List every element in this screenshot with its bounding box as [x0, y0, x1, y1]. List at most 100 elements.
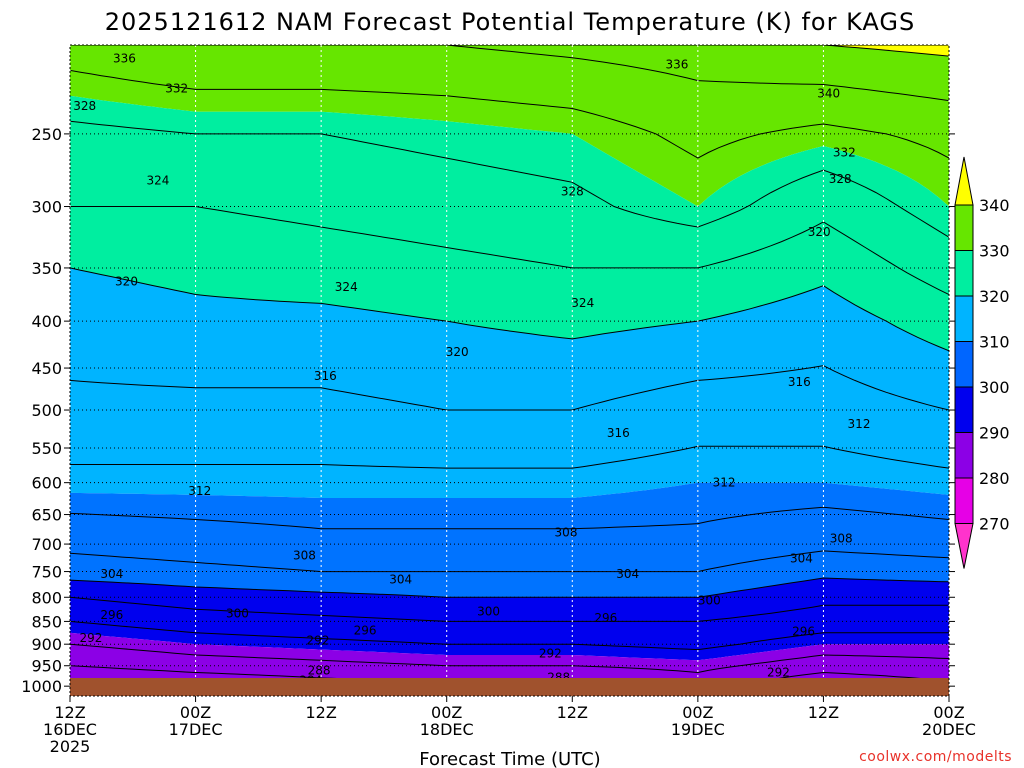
colorbar-swatch: [954, 477, 974, 524]
y-tick-label: 600: [31, 474, 62, 493]
contour-300: [70, 577, 949, 598]
contour-316: [70, 365, 949, 411]
contour-336: [70, 45, 949, 102]
contour-292: [70, 620, 949, 651]
contour-label: 336: [113, 52, 136, 66]
band-290: [70, 578, 949, 661]
y-tick-label: 350: [31, 259, 62, 278]
contour-label: 328: [829, 172, 852, 186]
y-tick-label: 450: [31, 359, 62, 378]
x-tick-label: 20DEC: [922, 720, 976, 739]
contour-label: 320: [115, 274, 138, 288]
band-320: [70, 95, 949, 351]
chart-title: 2025121612 NAM Forecast Potential Temper…: [105, 8, 916, 36]
x-tick-label: 00Z: [431, 703, 462, 722]
contour-288: [70, 643, 949, 674]
x-tick-label: 18DEC: [420, 720, 474, 739]
x-tick-label: 12Z: [54, 703, 85, 722]
contour-label: 300: [698, 594, 721, 608]
colorbar-swatch: [954, 250, 974, 297]
band-310: [70, 267, 949, 498]
contour-332: [70, 69, 949, 159]
plot-area: 336 332 328 324 320 324 328 324 320 316 316 312 312 3…: [70, 45, 949, 696]
contour-label: 316: [788, 375, 811, 389]
contour-308: [70, 506, 949, 530]
plot-frame: [69, 44, 950, 697]
contour-296: [70, 596, 949, 622]
x-tick-label: 2025: [50, 737, 91, 756]
colorbar-swatch: [954, 204, 974, 251]
y-tick-label: 250: [31, 125, 62, 144]
contour-label: 300: [226, 606, 249, 620]
colorbar-label: 270: [979, 515, 1010, 534]
contour-label: 292: [539, 646, 562, 660]
colorbar-label: 330: [979, 242, 1010, 261]
contour-label: 328: [73, 99, 96, 113]
colorbar-label: 290: [979, 424, 1010, 443]
y-tick-label: 400: [31, 312, 62, 331]
contour-label: 328: [561, 185, 584, 199]
contour-label: 324: [335, 280, 358, 294]
contour-label: 332: [165, 81, 188, 95]
contour-label: 308: [830, 531, 853, 545]
x-tick-label: 16DEC: [43, 720, 97, 739]
y-axis: 250 300 350 400 450 500 550 600 650 700 750 800 850 9…: [21, 125, 955, 696]
x-axis-label: Forecast Time (UTC): [419, 749, 600, 768]
contour-label: 312: [713, 476, 736, 490]
contour-label: 324: [571, 296, 594, 310]
band-340: [70, 45, 949, 57]
contour-label: 292: [307, 634, 330, 648]
contour-324: [70, 206, 949, 295]
contour-label: 336: [665, 57, 688, 71]
y-tick-label: 550: [31, 439, 62, 458]
contour-label: 292: [79, 631, 102, 645]
colorbar-label: 340: [979, 196, 1010, 215]
colorbar-swatch: [954, 341, 974, 388]
colorbar-swatch: [954, 432, 974, 479]
contour-label: 316: [314, 369, 337, 383]
y-tick-label: 1000: [21, 677, 62, 696]
credit-text: coolwx.com/modelts: [859, 749, 1012, 765]
x-tick-label: 12Z: [808, 703, 839, 722]
contour-label: 292: [767, 665, 790, 679]
contour-label: 332: [833, 146, 856, 160]
contour-label: 312: [188, 484, 211, 498]
contour-label: 300: [477, 604, 500, 618]
contour-label: 340: [817, 87, 840, 101]
contour-label: 304: [100, 567, 123, 581]
colorbar-label: 300: [979, 378, 1010, 397]
band-330: [70, 45, 949, 207]
contour-label: 296: [594, 611, 617, 625]
colorbar-label: 320: [979, 287, 1010, 306]
y-tick-label: 950: [31, 657, 62, 676]
colorbar-top-arrow: [954, 156, 974, 206]
x-tick-label: 00Z: [933, 703, 964, 722]
y-tick-label: 900: [31, 635, 62, 654]
colorbar-label: 280: [979, 469, 1010, 488]
contour-label: 288: [308, 664, 331, 678]
x-tick-label: 17DEC: [169, 720, 223, 739]
contour-label: 316: [607, 426, 630, 440]
y-tick-label: 750: [31, 563, 62, 582]
contour-label: 324: [146, 173, 169, 187]
colorbar-swatch: [954, 386, 974, 433]
contour-312: [70, 445, 949, 469]
y-tick-label: 500: [31, 401, 62, 420]
ground: [70, 678, 949, 696]
y-tick-label: 300: [31, 198, 62, 217]
colorbar-bottom-arrow: [954, 523, 974, 569]
y-tick-label: 650: [31, 506, 62, 525]
contour-label: 304: [616, 567, 639, 581]
x-tick-label: 19DEC: [671, 720, 725, 739]
contour-304: [70, 550, 949, 573]
contour-label: 304: [389, 572, 412, 586]
colorbar-label: 310: [979, 333, 1010, 352]
contour-label: 304: [790, 552, 813, 566]
y-tick-label: 700: [31, 535, 62, 554]
contour-label: 320: [446, 345, 469, 359]
contour-label: 308: [293, 548, 316, 562]
contour-label: 312: [848, 417, 871, 431]
contour-label: 296: [354, 624, 377, 638]
